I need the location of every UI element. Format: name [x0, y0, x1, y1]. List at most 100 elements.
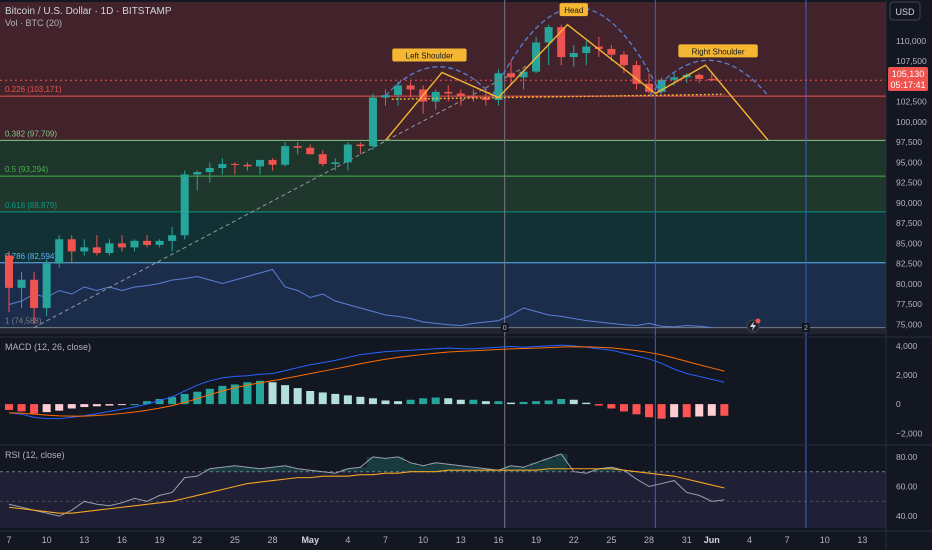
candle[interactable]: [469, 89, 478, 102]
rsi-overbought-fill: [241, 467, 254, 472]
price-axis-tick: 77,500: [896, 299, 922, 309]
candle[interactable]: [381, 89, 390, 106]
time-axis-tick: 28: [268, 535, 278, 545]
macd-histogram-bar: [318, 392, 327, 405]
candle-body: [67, 239, 76, 252]
candle[interactable]: [306, 144, 315, 155]
macd-histogram-bar: [645, 404, 654, 418]
candle[interactable]: [582, 40, 591, 66]
macd-histogram-bar: [507, 402, 515, 405]
macd-histogram-bar: [619, 404, 628, 412]
candle[interactable]: [494, 69, 503, 106]
candle[interactable]: [368, 93, 377, 151]
pattern-label-bg: [392, 48, 467, 62]
candle[interactable]: [105, 239, 114, 256]
candle[interactable]: [30, 271, 39, 325]
candle-body: [243, 164, 252, 167]
macd-histogram-bar: [682, 404, 691, 418]
candle[interactable]: [519, 69, 528, 90]
vertical-marker-badge: 0: [500, 323, 509, 332]
candle[interactable]: [695, 73, 704, 83]
currency-button-label[interactable]: USD: [895, 7, 915, 17]
candle[interactable]: [130, 239, 139, 252]
macd-histogram-bar: [17, 404, 26, 412]
candle[interactable]: [193, 170, 202, 191]
candle[interactable]: [55, 235, 64, 268]
candle[interactable]: [343, 142, 352, 171]
fib-level-label: 0.618 (88,879): [5, 201, 57, 210]
candle[interactable]: [42, 259, 51, 317]
candle-body: [193, 172, 202, 175]
candle[interactable]: [218, 158, 227, 175]
candle[interactable]: [180, 170, 189, 240]
candle[interactable]: [431, 89, 440, 110]
candle-body: [582, 46, 591, 54]
candle[interactable]: [256, 159, 264, 175]
candle[interactable]: [318, 150, 327, 167]
price-axis-tick: 102,500: [896, 97, 927, 107]
rsi-axis-tick: 60.00: [896, 482, 918, 492]
alert-lightning-icon[interactable]: [746, 318, 761, 333]
rsi-overbought-fill: [228, 465, 242, 472]
candle-body: [180, 174, 189, 236]
candle-body: [444, 91, 453, 94]
rsi-overbought-fill: [203, 468, 217, 472]
candle[interactable]: [67, 235, 76, 264]
candle[interactable]: [92, 235, 101, 256]
candle[interactable]: [243, 162, 252, 171]
time-axis-tick: 25: [606, 535, 616, 545]
candle[interactable]: [594, 36, 603, 58]
macd-histogram-bar: [92, 404, 101, 407]
candle-body: [168, 235, 177, 241]
macd-histogram-bar: [243, 382, 252, 405]
candle-body: [105, 243, 114, 254]
rsi-pane[interactable]: [0, 453, 886, 528]
candle-body: [80, 247, 89, 252]
macd-histogram-bar: [180, 393, 189, 405]
macd-pane[interactable]: [5, 344, 729, 420]
candle-body: [155, 240, 164, 245]
candle-body: [594, 46, 603, 49]
candle-body: [218, 163, 227, 168]
candle[interactable]: [5, 251, 13, 313]
currency-button[interactable]: USD: [889, 1, 921, 21]
candle[interactable]: [117, 235, 126, 252]
time-axis[interactable]: 7 10 13 16 19 22 25 28 May 4 7 10 13 16 19 22 25 28 31 Jun 4…: [6, 535, 867, 545]
rsi-overbought-fill: [404, 462, 417, 472]
price-axis-tick: 85,000: [896, 238, 922, 248]
macd-histogram-bar: [569, 399, 578, 405]
candle-body: [707, 78, 716, 81]
candle-body: [456, 93, 465, 96]
price-axis[interactable]: 110,000107,500105,000102,500100,00097,50…: [896, 36, 927, 521]
fib-band: [0, 327, 886, 334]
time-axis-tick: 7: [785, 535, 790, 545]
candle[interactable]: [356, 142, 365, 155]
macd-histogram-bar: [670, 404, 679, 418]
candle-body: [507, 73, 515, 78]
candle[interactable]: [205, 162, 214, 183]
candle[interactable]: [331, 158, 340, 171]
candle[interactable]: [80, 239, 89, 256]
candle-body: [5, 255, 13, 288]
candle[interactable]: [293, 142, 302, 155]
candle[interactable]: [17, 271, 26, 309]
candle[interactable]: [394, 81, 403, 106]
candle[interactable]: [268, 158, 277, 171]
fib-band: [0, 211, 886, 263]
candle[interactable]: [168, 227, 177, 252]
candle[interactable]: [632, 61, 641, 90]
candle[interactable]: [230, 162, 239, 175]
time-axis-tick: 13: [456, 535, 466, 545]
fib-level-label: 0.5 (93,294): [5, 165, 48, 174]
candle[interactable]: [406, 81, 415, 98]
price-axis-tick: 75,000: [896, 319, 922, 329]
candle[interactable]: [281, 142, 290, 167]
candle[interactable]: [155, 239, 164, 248]
candle[interactable]: [507, 61, 515, 86]
candle[interactable]: [143, 235, 152, 248]
price-axis-tick: 107,500: [896, 56, 927, 66]
candle[interactable]: [569, 44, 578, 67]
candle-body: [230, 163, 239, 165]
